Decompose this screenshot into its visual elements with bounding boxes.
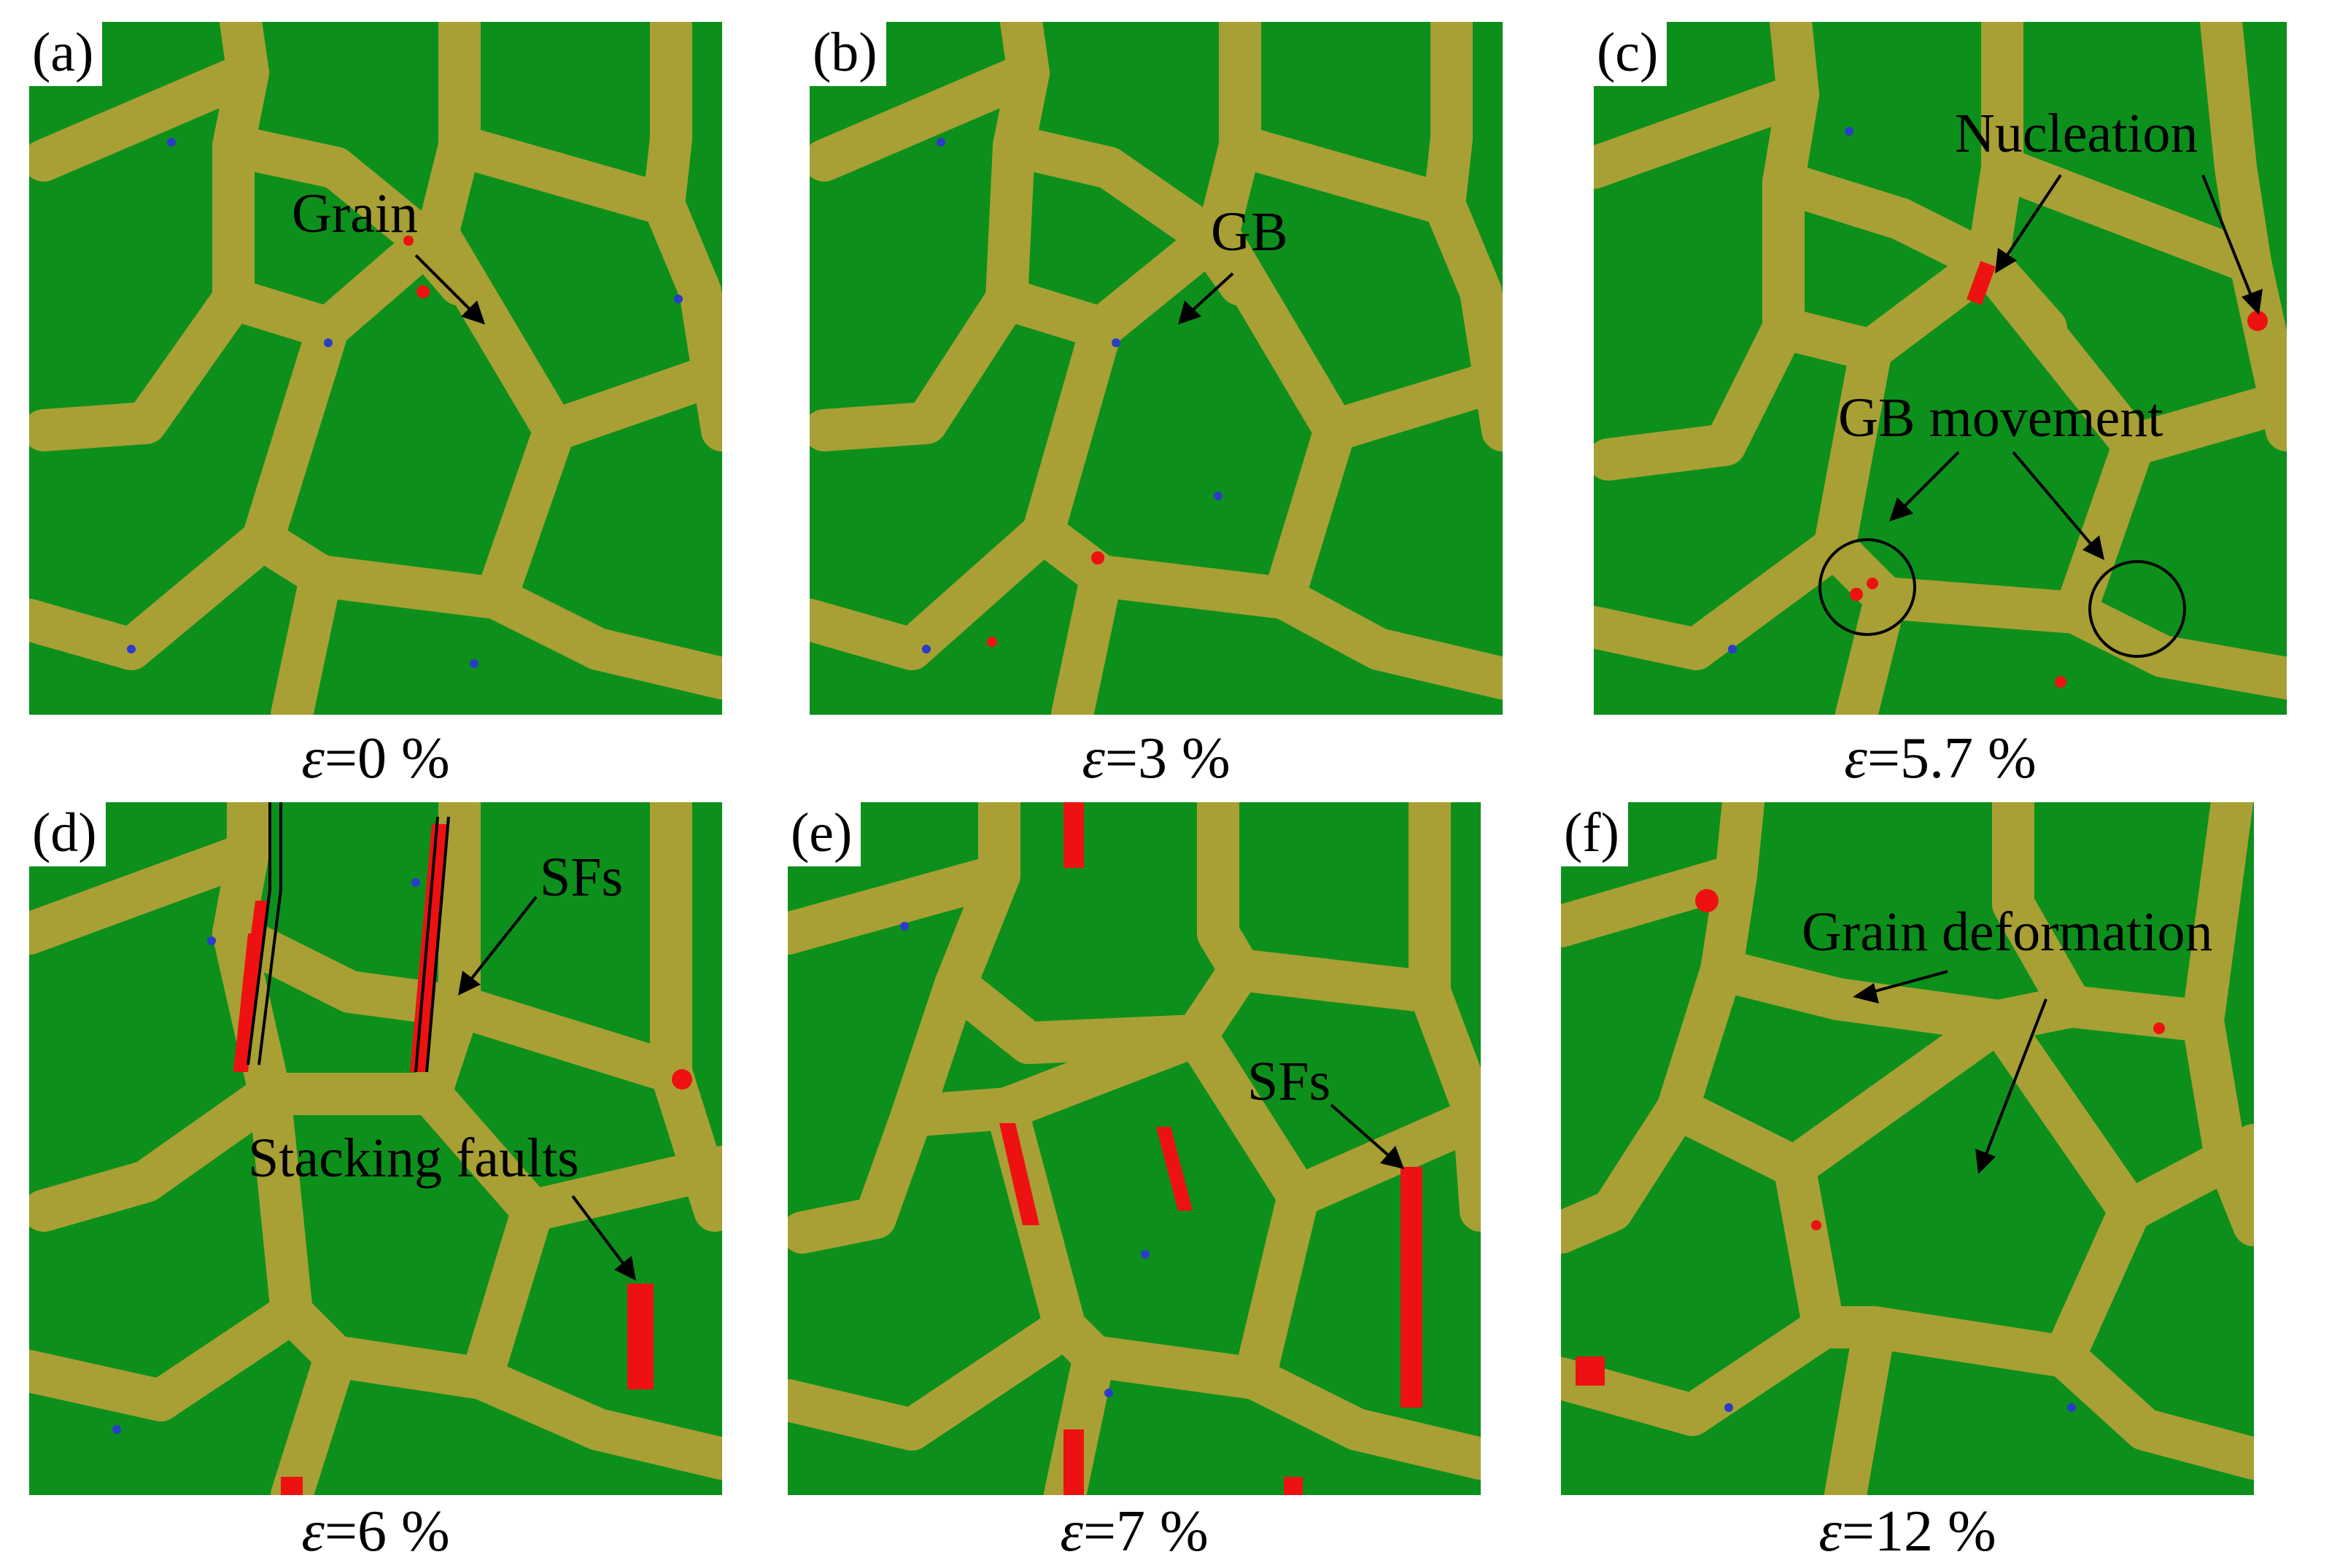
panel-label: (f) (1561, 802, 1628, 866)
annotation-gb: GB (1211, 201, 1288, 263)
strain-label: ε=0 % (29, 729, 722, 788)
strain-value: =3 % (1104, 726, 1231, 791)
atomistic-snapshot (810, 22, 1503, 715)
annotation-grain-deformation: Grain deformation (1802, 901, 2213, 963)
atomistic-snapshot (788, 802, 1481, 1495)
panel-label: (c) (1594, 22, 1667, 86)
epsilon-symbol: ε (1082, 726, 1105, 791)
strain-value: =6 % (324, 1499, 450, 1564)
panel-label: (b) (810, 22, 886, 86)
panel-label: (a) (29, 22, 103, 86)
strain-label: ε=6 % (29, 1502, 722, 1561)
panel-d: (d) SFs Stacking faults (29, 802, 722, 1495)
strain-label: ε=7 % (788, 1502, 1481, 1561)
strain-label: ε=12 % (1561, 1502, 2254, 1561)
annotation-nucleation: Nucleation (1955, 103, 2198, 164)
panel-e: (e) SFs (788, 802, 1481, 1495)
strain-value: =7 % (1082, 1499, 1209, 1564)
strain-label: ε=5.7 % (1594, 729, 2287, 788)
atomistic-snapshot (29, 802, 722, 1495)
epsilon-symbol: ε (1060, 1499, 1083, 1564)
epsilon-symbol: ε (1844, 726, 1867, 791)
panel-b: (b) GB (810, 22, 1503, 715)
strain-label: ε=3 % (810, 729, 1503, 788)
epsilon-symbol: ε (1818, 1499, 1842, 1564)
panel-c: (c) Nucleation GB movement (1594, 22, 2287, 715)
strain-value: =0 % (324, 726, 450, 791)
epsilon-symbol: ε (301, 1499, 325, 1564)
panel-label: (d) (29, 802, 106, 866)
atomistic-snapshot (29, 22, 722, 715)
strain-value: =5.7 % (1867, 726, 2037, 791)
annotation-gb-movement: GB movement (1838, 387, 2163, 449)
annotation-sfs: SFs (1247, 1051, 1331, 1112)
panel-a: (a) Grain (29, 22, 722, 715)
annotation-grain: Grain (292, 183, 419, 244)
strain-value: =12 % (1841, 1499, 1996, 1564)
annotation-sfs: SFs (540, 847, 624, 908)
epsilon-symbol: ε (301, 726, 325, 791)
panel-label: (e) (788, 802, 861, 866)
panel-f: (f) Grain deformation (1561, 802, 2254, 1495)
annotation-stacking-faults: Stacking faults (248, 1128, 579, 1189)
